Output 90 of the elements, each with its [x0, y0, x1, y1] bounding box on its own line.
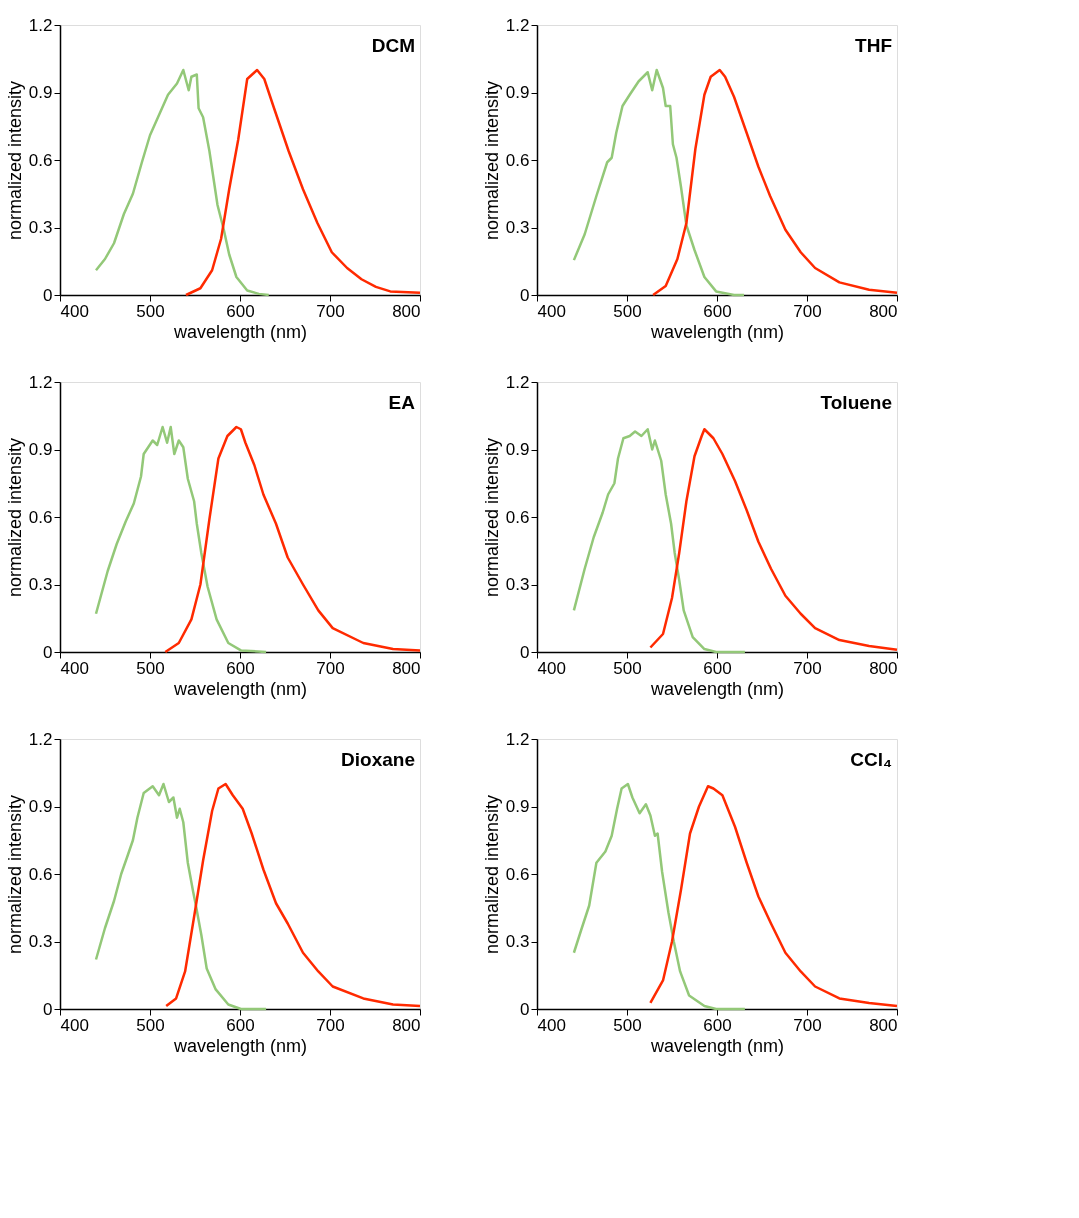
x-tick-label: 400 — [60, 1015, 89, 1035]
x-tick-label: 800 — [869, 658, 898, 678]
y-tick-label: 1.2 — [505, 729, 530, 749]
y-tick-label: 1.2 — [28, 372, 53, 392]
x-tick-label: 600 — [703, 301, 732, 321]
x-axis-title: wavelength (nm) — [172, 1035, 308, 1056]
x-tick-label: 400 — [60, 658, 89, 678]
y-tick-label: 0.3 — [505, 218, 530, 237]
y-axis-title: normalized intensity — [481, 794, 502, 955]
line-series — [649, 428, 899, 651]
x-tick-label: 500 — [613, 1015, 642, 1035]
line-series — [94, 782, 268, 1011]
line-series — [164, 782, 422, 1008]
x-tick-label: 500 — [136, 658, 165, 678]
y-tick-label: 0.6 — [28, 507, 53, 527]
y-tick-label: 0.9 — [505, 797, 530, 816]
y-tick-label: 1.2 — [505, 15, 530, 35]
x-tick-label: 700 — [793, 658, 822, 678]
annotation: Dioxane — [341, 749, 415, 770]
x-tick-label: 700 — [316, 301, 345, 321]
y-tick-label: 0.9 — [505, 440, 530, 459]
y-tick-label: 0.9 — [28, 797, 53, 816]
line-series — [651, 68, 899, 297]
y-axis-title: normalized intensity — [4, 437, 25, 598]
y-tick-label: 0.3 — [505, 575, 530, 594]
x-tick-label: 500 — [613, 301, 642, 321]
y-tick-label: 0 — [520, 999, 530, 1019]
y-tick-label: 0 — [520, 642, 530, 662]
y-tick-label: 0.9 — [505, 83, 530, 102]
annotation: THF — [855, 35, 892, 56]
y-tick-label: 0.6 — [28, 150, 53, 170]
x-tick-label: 800 — [869, 301, 898, 321]
x-tick-label: 600 — [226, 1015, 255, 1035]
x-tick-label: 500 — [613, 658, 642, 678]
x-axis-title: wavelength (nm) — [649, 678, 785, 699]
y-tick-label: 0.6 — [505, 150, 530, 170]
y-tick-label: 0.6 — [505, 507, 530, 527]
x-tick-label: 800 — [392, 658, 421, 678]
line-series — [649, 785, 899, 1008]
y-tick-label: 0.3 — [28, 575, 53, 594]
y-tick-label: 0.6 — [28, 864, 53, 884]
x-axis-title: wavelength (nm) — [172, 321, 308, 342]
x-tick-label: 600 — [226, 658, 255, 678]
y-axis-title: normalized intensity — [481, 437, 502, 598]
x-axis-title: wavelength (nm) — [172, 678, 308, 699]
y-tick-label: 0.9 — [28, 440, 53, 459]
annotation: CCl₄ — [850, 749, 892, 770]
line-series — [94, 68, 271, 297]
x-tick-label: 700 — [316, 658, 345, 678]
y-tick-label: 0.3 — [28, 218, 53, 237]
y-tick-label: 0 — [43, 999, 53, 1019]
x-tick-label: 600 — [226, 301, 255, 321]
x-tick-label: 600 — [703, 658, 732, 678]
line-series — [572, 782, 747, 1011]
line-series — [572, 68, 746, 297]
annotation: Toluene — [820, 392, 892, 413]
y-tick-label: 0.3 — [505, 932, 530, 951]
annotation: EA — [388, 392, 416, 413]
y-tick-label: 1.2 — [505, 372, 530, 392]
y-tick-label: 0 — [520, 285, 530, 305]
y-axis-title: normalized intensity — [481, 80, 502, 241]
y-tick-label: 1.2 — [28, 729, 53, 749]
y-tick-label: 0 — [43, 642, 53, 662]
y-axis-title: normalized intensity — [4, 80, 25, 241]
line-series — [184, 68, 422, 297]
line-series — [572, 428, 747, 654]
x-tick-label: 400 — [537, 301, 566, 321]
y-tick-label: 0.3 — [28, 932, 53, 951]
x-tick-label: 500 — [136, 301, 165, 321]
x-tick-label: 500 — [136, 1015, 165, 1035]
x-tick-label: 700 — [793, 301, 822, 321]
y-tick-label: 0.9 — [28, 83, 53, 102]
annotation: DCM — [371, 35, 415, 56]
y-tick-label: 0.6 — [505, 864, 530, 884]
x-axis-title: wavelength (nm) — [649, 321, 785, 342]
line-series — [164, 425, 422, 654]
x-axis-title: wavelength (nm) — [649, 1035, 785, 1056]
x-tick-label: 400 — [60, 301, 89, 321]
x-tick-label: 600 — [703, 1015, 732, 1035]
x-tick-label: 400 — [537, 1015, 566, 1035]
y-tick-label: 1.2 — [28, 15, 53, 35]
y-tick-label: 0 — [43, 285, 53, 305]
x-tick-label: 700 — [316, 1015, 345, 1035]
x-tick-label: 400 — [537, 658, 566, 678]
x-tick-label: 800 — [392, 301, 421, 321]
line-series — [94, 425, 268, 654]
x-tick-label: 800 — [869, 1015, 898, 1035]
x-tick-label: 700 — [793, 1015, 822, 1035]
x-tick-label: 800 — [392, 1015, 421, 1035]
y-axis-title: normalized intensity — [4, 794, 25, 955]
